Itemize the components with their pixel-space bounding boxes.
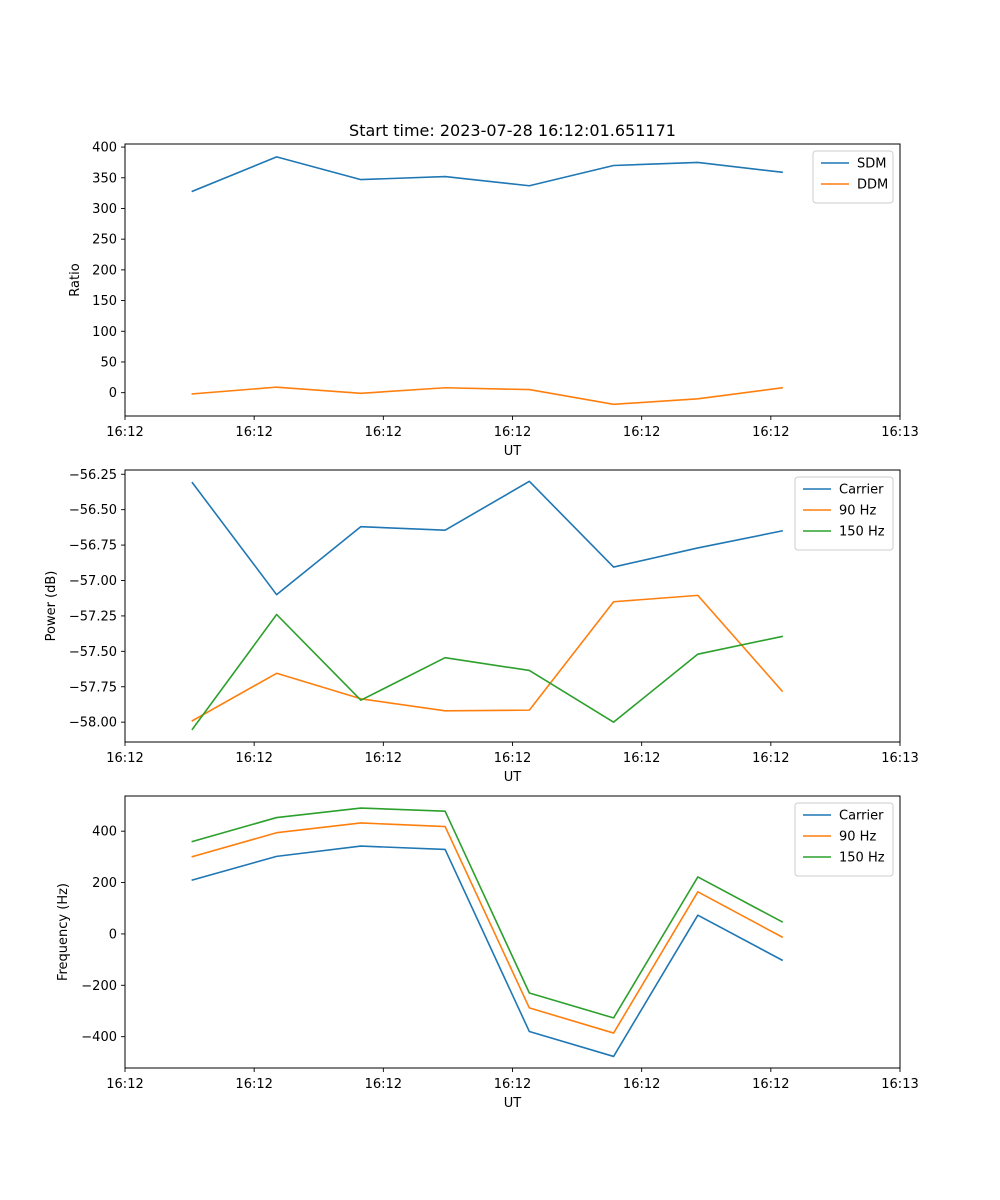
y-tick-label: 100 bbox=[92, 325, 117, 340]
x-tick-label: 16:12 bbox=[494, 425, 531, 440]
x-tick-label: 16:12 bbox=[494, 1077, 531, 1092]
x-tick-label: 16:12 bbox=[623, 751, 660, 766]
y-tick-label: −57.50 bbox=[69, 645, 117, 660]
y-tick-label: −57.75 bbox=[69, 680, 117, 695]
y-tick-label: 200 bbox=[92, 263, 117, 278]
x-tick-label: 16:12 bbox=[752, 425, 789, 440]
x-tick-label: 16:12 bbox=[365, 1077, 402, 1092]
chart-panels: 16:12 16:12 16:12 16:12 16:12 16:12 16:13 0 50 10… bbox=[44, 141, 919, 1111]
x-tick-label: 16:12 bbox=[235, 1077, 272, 1092]
y-tick-label: 0 bbox=[109, 386, 117, 401]
y-tick-label: 350 bbox=[92, 171, 117, 186]
y-tick-label: 200 bbox=[92, 876, 117, 891]
y-tick-label: −57.25 bbox=[69, 609, 117, 624]
x-tick-label: 16:12 bbox=[752, 751, 789, 766]
x-tick-label: 16:12 bbox=[623, 425, 660, 440]
legend-entry-label: Carrier bbox=[839, 483, 884, 498]
y-tick-label: −56.75 bbox=[69, 539, 117, 554]
legend-entry-label: Carrier bbox=[839, 809, 884, 824]
x-tick-label: 16:12 bbox=[235, 425, 272, 440]
y-tick-label: −56.50 bbox=[69, 503, 117, 518]
series-line-carrier bbox=[191, 845, 784, 1058]
y-tick-label: 0 bbox=[109, 927, 117, 942]
legend-entry-label: 150 Hz bbox=[839, 851, 885, 866]
x-tick-label: 16:13 bbox=[881, 751, 918, 766]
legend-box bbox=[812, 150, 894, 204]
series-line-150-hz bbox=[191, 807, 784, 1019]
legend-entry-label: 150 Hz bbox=[839, 525, 885, 540]
y-tick-label: 50 bbox=[100, 355, 117, 370]
y-tick-label: 250 bbox=[92, 233, 117, 248]
y-axis-label: Power (dB) bbox=[44, 571, 59, 642]
y-tick-label: −56.25 bbox=[69, 468, 117, 483]
x-tick-label: 16:12 bbox=[365, 751, 402, 766]
subplot-3: 16:12 16:12 16:12 16:12 16:12 16:12 16:13 −400 −… bbox=[56, 795, 919, 1111]
legend-entry-label: SDM bbox=[857, 157, 886, 172]
x-tick-label: 16:12 bbox=[752, 1077, 789, 1092]
x-tick-label: 16:12 bbox=[106, 425, 143, 440]
x-axis-label: UT bbox=[504, 444, 522, 459]
x-tick-label: 16:13 bbox=[881, 425, 918, 440]
x-axis-label: UT bbox=[504, 770, 522, 785]
series-line-90-hz bbox=[191, 822, 784, 1034]
y-tick-label: 300 bbox=[92, 202, 117, 217]
legend: SDM DDM bbox=[812, 150, 894, 204]
x-tick-label: 16:12 bbox=[623, 1077, 660, 1092]
series-line-sdm bbox=[191, 156, 783, 193]
y-tick-label: −200 bbox=[81, 979, 117, 994]
x-tick-label: 16:12 bbox=[365, 425, 402, 440]
y-tick-label: 150 bbox=[92, 294, 117, 309]
x-tick-label: 16:12 bbox=[106, 1077, 143, 1092]
x-axis-label: UT bbox=[504, 1096, 522, 1111]
y-tick-label: 400 bbox=[92, 825, 117, 840]
series-line-carrier bbox=[191, 480, 784, 596]
legend: Carrier 90 Hz 150 Hz bbox=[794, 476, 894, 551]
legend-entry-label: 90 Hz bbox=[839, 504, 876, 519]
subplot-2: 16:12 16:12 16:12 16:12 16:12 16:12 16:13 −58.0… bbox=[44, 468, 919, 785]
series-line-ddm bbox=[191, 386, 783, 406]
x-tick-label: 16:13 bbox=[881, 1077, 918, 1092]
legend-entry-label: DDM bbox=[857, 178, 888, 193]
x-tick-label: 16:12 bbox=[494, 751, 531, 766]
series-line-150-hz bbox=[191, 613, 784, 731]
y-tick-label: −400 bbox=[81, 1030, 117, 1045]
figure-title: Start time: 2023-07-28 16:12:01.651171 bbox=[349, 121, 676, 140]
y-axis-label: Ratio bbox=[68, 263, 83, 296]
x-tick-label: 16:12 bbox=[106, 751, 143, 766]
y-axis-label: Frequency (Hz) bbox=[56, 883, 71, 981]
x-tick-label: 16:12 bbox=[235, 751, 272, 766]
series-line-90-hz bbox=[191, 594, 784, 722]
subplot-1: 16:12 16:12 16:12 16:12 16:12 16:12 16:13 0 50 10… bbox=[68, 141, 919, 459]
y-tick-label: 400 bbox=[92, 141, 117, 156]
y-tick-label: −58.00 bbox=[69, 716, 117, 731]
legend: Carrier 90 Hz 150 Hz bbox=[794, 802, 894, 877]
y-tick-label: −57.00 bbox=[69, 574, 117, 589]
legend-entry-label: 90 Hz bbox=[839, 830, 876, 845]
